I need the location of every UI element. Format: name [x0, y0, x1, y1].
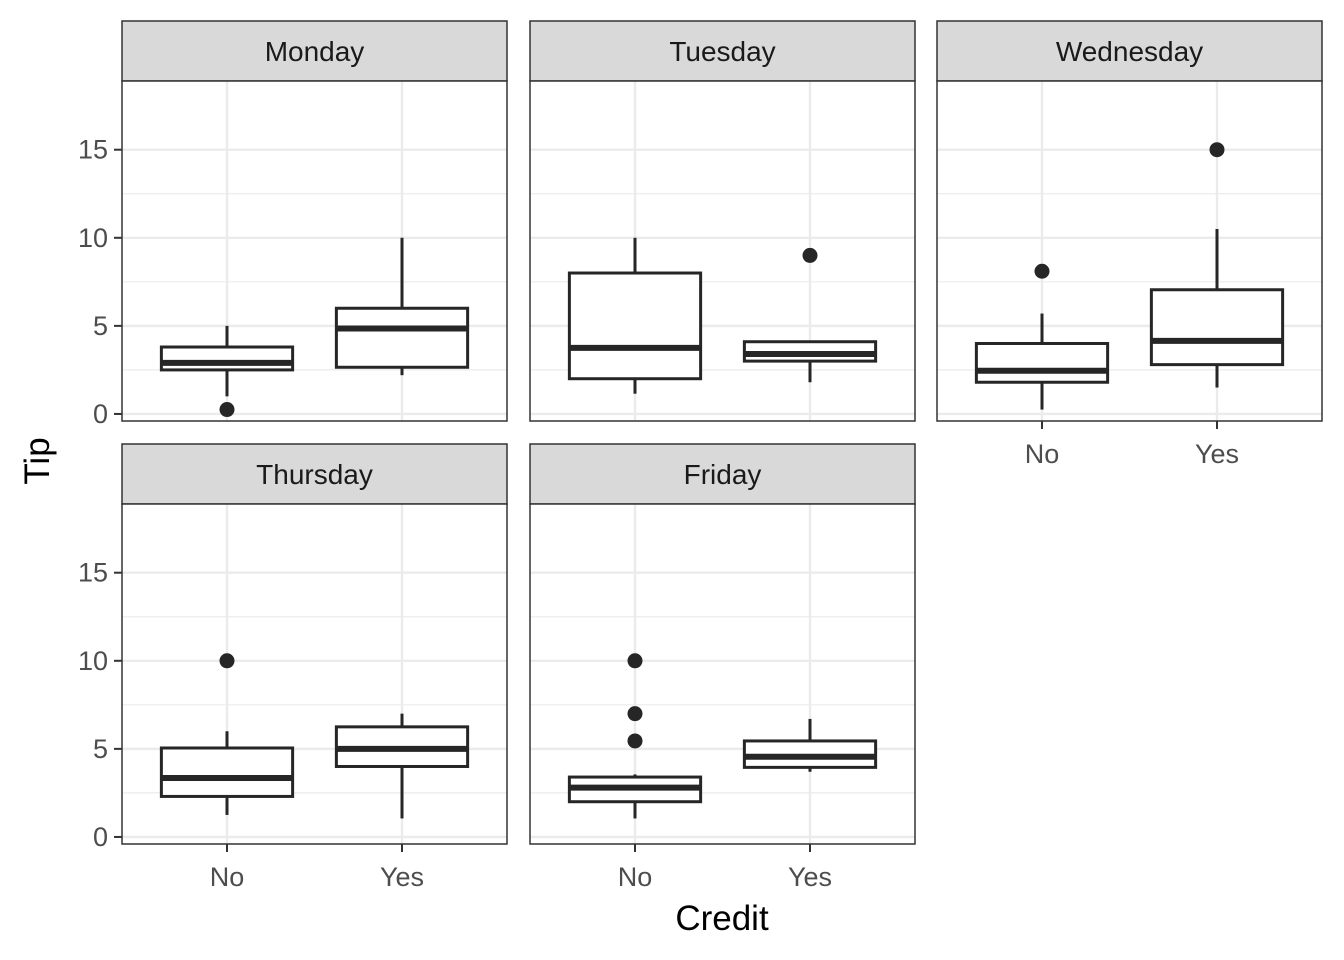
x-tick-label: Yes — [1195, 439, 1239, 469]
y-tick-label: 5 — [93, 734, 108, 764]
outlier-point — [627, 653, 643, 669]
facet-strip-label: Monday — [265, 36, 365, 67]
x-tick-label: Yes — [788, 862, 832, 892]
outlier-point — [1034, 263, 1050, 279]
boxplot-no — [159, 653, 295, 815]
boxplot-no — [974, 263, 1110, 410]
panel-border — [529, 80, 916, 422]
y-tick-label: 15 — [78, 558, 108, 588]
outlier-point — [802, 247, 818, 263]
panel-border — [529, 503, 916, 845]
facet-strip-label: Friday — [684, 459, 762, 490]
panel-border — [936, 80, 1323, 422]
facet-panel-wednesday: Wednesday No Yes — [936, 20, 1323, 469]
outlier-point — [627, 706, 643, 722]
outlier-point — [627, 733, 643, 749]
facet-strip-label: Thursday — [256, 459, 373, 490]
facet-strip — [529, 443, 916, 505]
y-tick-label: 0 — [93, 399, 108, 429]
facet-panel-thursday: Thursday 0 5 10 15 No Yes — [78, 443, 508, 892]
box-iqr — [159, 746, 295, 798]
y-axis-title: Tip — [18, 437, 57, 484]
outlier-point — [219, 402, 235, 418]
facet-strip-label: Tuesday — [669, 36, 775, 67]
boxplot-no — [567, 653, 703, 819]
box-iqr — [159, 345, 295, 372]
boxplot-no — [567, 237, 703, 394]
facet-strip — [121, 443, 508, 505]
x-tick-label: No — [1025, 439, 1060, 469]
boxplot-yes — [742, 247, 878, 383]
box-iqr — [974, 341, 1110, 384]
boxplot-yes — [334, 237, 470, 376]
outlier-point — [219, 653, 235, 669]
boxplot-yes — [742, 718, 878, 772]
outlier-point — [1209, 142, 1225, 158]
panel-border — [121, 503, 508, 845]
facet-strip — [121, 20, 508, 82]
facet-panel-monday: Monday 0 5 10 15 — [78, 20, 508, 429]
box-iqr — [1149, 288, 1285, 367]
x-tick-label: Yes — [380, 862, 424, 892]
panel-border — [121, 80, 508, 422]
box-iqr — [334, 306, 470, 369]
y-tick-label: 15 — [78, 135, 108, 165]
y-tick-label: 0 — [93, 822, 108, 852]
box-iqr — [567, 271, 703, 381]
boxplot-yes — [1149, 142, 1285, 388]
x-tick-label: No — [210, 862, 245, 892]
boxplot-yes — [334, 713, 470, 819]
y-tick-label: 10 — [78, 646, 108, 676]
facet-panel-friday: Friday No Yes — [529, 443, 916, 892]
y-tick-label: 5 — [93, 311, 108, 341]
y-tick-label: 10 — [78, 223, 108, 253]
x-tick-label: No — [618, 862, 653, 892]
facet-strip-label: Wednesday — [1056, 36, 1203, 67]
x-axis-title: Credit — [675, 899, 769, 938]
facet-panel-tuesday: Tuesday — [529, 20, 916, 422]
boxplot-no — [159, 325, 295, 418]
